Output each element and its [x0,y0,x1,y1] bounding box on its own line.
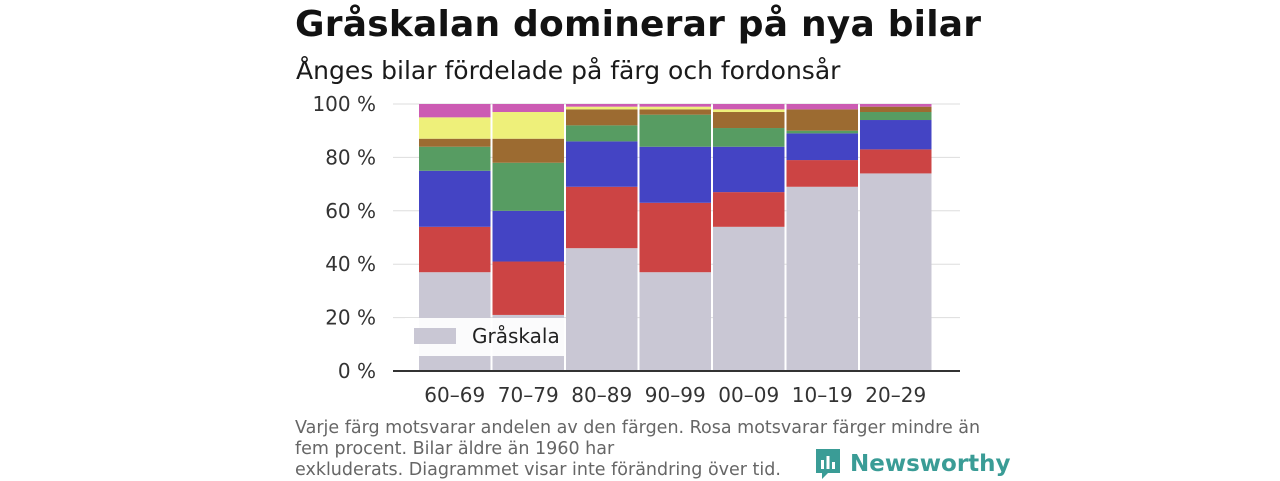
footnote-line-2: fem procent. Bilar äldre än 1960 har [295,439,615,459]
bar-segment [860,149,932,174]
x-tick-label: 00–09 [718,383,779,407]
bar-segment [860,104,932,107]
y-tick-label: 100 % [312,92,376,116]
x-tick-label: 20–29 [865,383,926,407]
bar-segment [419,138,491,147]
footnote-line-3: exkluderats. Diagrammet visar inte förän… [295,460,781,480]
stacked-bar-chart: 0 % 20 % 40 % 60 % 80 % 100 % 60–69 70–79 80–89 9… [312,92,960,407]
bar-segment [419,104,491,118]
bar-segment [713,192,785,227]
bar-segment [419,117,491,139]
bar-segment [566,104,638,107]
x-tick-label: 10–19 [792,383,853,407]
bar-segment [639,272,711,371]
y-tick-label: 80 % [325,145,376,169]
bar-segment [492,261,564,315]
bar-segment [639,104,711,107]
bar-segment [786,186,858,371]
bar-segment [492,210,564,262]
footnote: Varje färg motsvarar andelen av den färg… [295,418,985,481]
bar-segment [860,173,932,371]
bar-segment [492,112,564,139]
bar-segment [566,106,638,110]
brand-logo: Newsworthy [814,447,1011,481]
y-tick-label: 0 % [338,359,376,383]
bar-segment [713,104,785,110]
bar-segment [786,130,858,134]
x-tick-label: 70–79 [498,383,559,407]
bar-segment [713,112,785,129]
bar-segment [786,133,858,161]
bar-segment [419,226,491,273]
bar-segment [566,125,638,142]
bar-segment [419,146,491,171]
chart-title: Gråskalan dominerar på nya bilar [295,4,982,45]
bar-segment [786,109,858,131]
y-tick-label: 60 % [325,199,376,223]
bar-segment [492,138,564,163]
bar-segment [419,170,491,227]
chart-subtitle: Ånges bilar fördelade på färg och fordon… [296,56,841,85]
bar-segment [713,109,785,113]
y-tick-label: 20 % [325,306,376,330]
bar-segment [639,109,711,115]
bar-segment [639,146,711,203]
footnote-line-1: Varje färg motsvarar andelen av den färg… [295,418,981,438]
x-tick-label: 60–69 [424,383,485,407]
bar-segment [639,114,711,147]
bar-segment [639,106,711,110]
bar-segment [860,106,932,113]
legend-swatch [414,328,456,344]
bar-segment [566,248,638,371]
x-tick-label: 90–99 [645,383,706,407]
newsworthy-logo-icon [816,449,840,479]
bar-segment [639,202,711,273]
y-tick-label: 40 % [325,252,376,276]
bar-segment [492,162,564,211]
brand-name: Newsworthy [850,451,1011,477]
bar-segment [860,112,932,121]
bar-segment [786,104,858,110]
bar-segment [713,146,785,193]
bar-segment [566,186,638,249]
x-tick-label: 80–89 [571,383,632,407]
bar-segment [713,226,785,371]
bar-segment [786,160,858,187]
bar-segment [713,128,785,147]
bar-segment [566,141,638,187]
legend-label: Gråskala [472,324,560,348]
bar-segment [860,120,932,150]
bar-segment [492,104,564,113]
bar-segment [566,109,638,126]
